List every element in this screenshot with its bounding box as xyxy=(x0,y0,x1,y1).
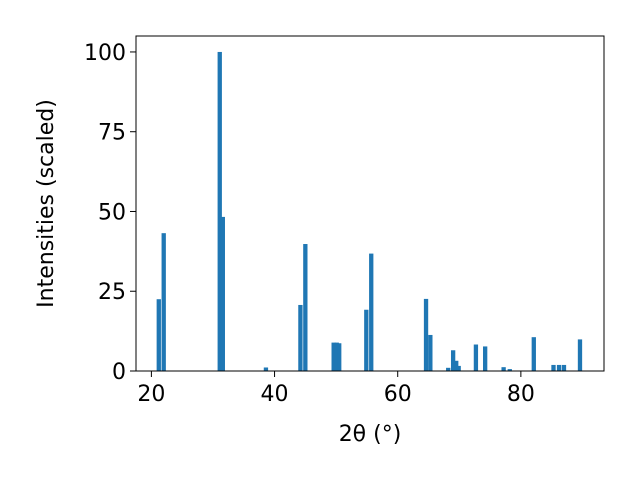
bar xyxy=(364,309,369,371)
bar xyxy=(577,339,583,371)
y-ticks: 0 25 50 75 100 xyxy=(84,41,136,385)
x-axis-label: 2θ (°) xyxy=(339,422,402,447)
bar xyxy=(446,367,451,371)
bar xyxy=(298,304,303,371)
x-tick-label: 40 xyxy=(261,382,289,407)
bar xyxy=(334,342,339,371)
bar xyxy=(428,334,433,371)
bar xyxy=(551,364,556,371)
bar xyxy=(483,346,488,371)
bar xyxy=(561,364,567,371)
y-tick-label: 25 xyxy=(98,280,126,305)
bar xyxy=(369,253,374,371)
bar xyxy=(220,216,225,371)
y-tick-label: 100 xyxy=(84,41,126,66)
x-tick-label: 20 xyxy=(137,382,165,407)
bar xyxy=(507,369,512,371)
x-tick-label: 60 xyxy=(384,382,412,407)
y-tick-label: 75 xyxy=(98,121,126,146)
bar xyxy=(156,299,161,371)
bar xyxy=(331,342,336,371)
bar xyxy=(456,365,461,371)
bar xyxy=(450,350,456,371)
bar xyxy=(423,298,429,371)
bar xyxy=(303,244,308,371)
bar xyxy=(473,344,479,371)
bars xyxy=(156,51,583,371)
x-ticks: 20 40 60 80 xyxy=(137,371,535,407)
bar xyxy=(161,233,166,371)
y-tick-label: 50 xyxy=(98,200,126,225)
bar xyxy=(263,367,269,371)
bar xyxy=(501,367,506,371)
y-tick-label: 0 xyxy=(112,360,126,385)
x-tick-label: 80 xyxy=(507,382,535,407)
bar xyxy=(217,51,222,371)
bar xyxy=(531,337,536,371)
bar xyxy=(454,360,459,371)
y-axis-label: Intensities (scaled) xyxy=(34,99,59,308)
bar xyxy=(337,343,342,371)
bar xyxy=(556,364,562,371)
plot-frame xyxy=(135,35,605,372)
